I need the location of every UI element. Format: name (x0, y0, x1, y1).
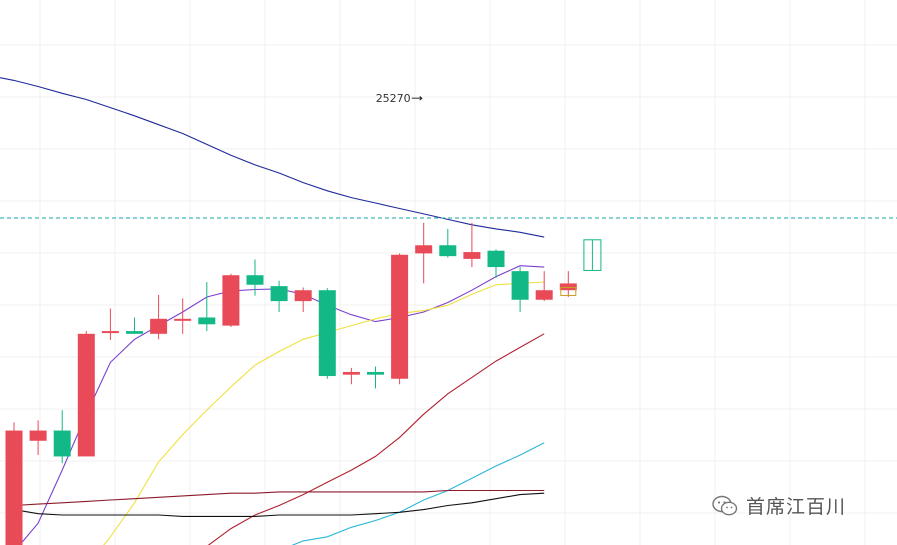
candles (5, 222, 602, 545)
moving-average-line-2 (103, 281, 545, 545)
candle (150, 294, 168, 340)
candle-body (342, 371, 360, 375)
candle (174, 298, 192, 334)
candle (511, 267, 529, 313)
moving-average-lines (0, 77, 545, 545)
candle (270, 280, 288, 313)
peak-annotation-arrowhead (419, 95, 423, 101)
candle-body (535, 290, 553, 300)
moving-average-line-3 (207, 333, 545, 545)
candle (367, 366, 384, 389)
candle-body (559, 283, 577, 291)
candle-body (246, 275, 264, 285)
candle-body (318, 290, 336, 377)
candle (535, 271, 553, 302)
candle-body (583, 239, 602, 271)
candle-body (294, 290, 312, 302)
candle (415, 222, 433, 284)
candle-body (29, 430, 47, 441)
candle (487, 249, 505, 278)
candle-body (439, 245, 457, 257)
candle (222, 273, 240, 327)
candle-body (126, 331, 143, 334)
candle (29, 420, 47, 456)
candle-body (270, 286, 288, 302)
candle-body (53, 430, 71, 457)
candle (583, 239, 602, 271)
candle (126, 317, 143, 334)
candle-body (487, 250, 505, 268)
candle-body (511, 271, 529, 300)
candle (294, 287, 312, 313)
candle-body (222, 275, 240, 326)
moving-average-line-6 (13, 492, 545, 517)
candle-marker-box (560, 286, 577, 296)
candle (5, 422, 23, 545)
candle (439, 228, 457, 258)
candle (77, 331, 95, 457)
candle-body (77, 333, 95, 457)
moving-average-line-7 (0, 77, 545, 238)
watermark: 首席江百川 (712, 492, 846, 519)
candle-body (415, 245, 433, 254)
moving-average-line-4 (291, 442, 545, 545)
peak-annotation-label: 25270 (376, 92, 411, 105)
candle (198, 282, 216, 332)
chart-annotations: 25270 (0, 92, 897, 219)
candle-body (150, 318, 168, 334)
candle-body (5, 430, 23, 545)
candle (246, 259, 264, 296)
candle (318, 288, 336, 379)
candle (463, 222, 481, 268)
candle-body (391, 254, 409, 379)
candle (53, 410, 71, 464)
watermark-text: 首席江百川 (746, 496, 847, 518)
wechat-icon (712, 495, 738, 515)
candle (342, 367, 360, 385)
candle-body (367, 371, 384, 375)
candle (559, 271, 577, 298)
candle-body (101, 331, 119, 334)
candle-body (198, 317, 216, 325)
candle (391, 253, 409, 385)
candle-body (174, 318, 192, 321)
candle-body (463, 252, 481, 259)
candle (101, 308, 119, 340)
moving-average-line-5 (13, 489, 545, 507)
